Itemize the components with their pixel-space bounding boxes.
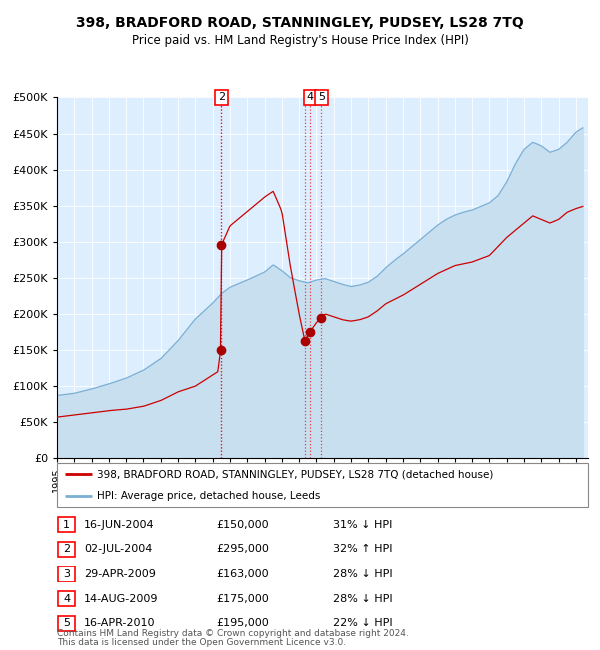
Text: £175,000: £175,000: [216, 593, 269, 604]
Text: 4: 4: [307, 92, 313, 103]
Text: 3: 3: [63, 569, 70, 579]
Text: 16-JUN-2004: 16-JUN-2004: [84, 519, 155, 530]
Text: 32% ↑ HPI: 32% ↑ HPI: [333, 544, 392, 554]
Text: 2: 2: [218, 92, 225, 103]
Text: 5: 5: [63, 618, 70, 629]
Text: 28% ↓ HPI: 28% ↓ HPI: [333, 593, 392, 604]
Text: Price paid vs. HM Land Registry's House Price Index (HPI): Price paid vs. HM Land Registry's House …: [131, 34, 469, 47]
Text: £163,000: £163,000: [216, 569, 269, 579]
Text: 398, BRADFORD ROAD, STANNINGLEY, PUDSEY, LS28 7TQ: 398, BRADFORD ROAD, STANNINGLEY, PUDSEY,…: [76, 16, 524, 31]
Text: £195,000: £195,000: [216, 618, 269, 629]
Text: 28% ↓ HPI: 28% ↓ HPI: [333, 569, 392, 579]
Text: 29-APR-2009: 29-APR-2009: [84, 569, 156, 579]
Text: 1: 1: [63, 519, 70, 530]
Text: 22% ↓ HPI: 22% ↓ HPI: [333, 618, 392, 629]
Text: HPI: Average price, detached house, Leeds: HPI: Average price, detached house, Leed…: [97, 491, 320, 500]
Text: 4: 4: [63, 593, 70, 604]
Text: Contains HM Land Registry data © Crown copyright and database right 2024.: Contains HM Land Registry data © Crown c…: [57, 629, 409, 638]
Text: £150,000: £150,000: [216, 519, 269, 530]
Text: 31% ↓ HPI: 31% ↓ HPI: [333, 519, 392, 530]
Text: 5: 5: [318, 92, 325, 103]
Text: 02-JUL-2004: 02-JUL-2004: [84, 544, 152, 554]
Text: 398, BRADFORD ROAD, STANNINGLEY, PUDSEY, LS28 7TQ (detached house): 398, BRADFORD ROAD, STANNINGLEY, PUDSEY,…: [97, 469, 493, 479]
Text: 16-APR-2010: 16-APR-2010: [84, 618, 155, 629]
Text: This data is licensed under the Open Government Licence v3.0.: This data is licensed under the Open Gov…: [57, 638, 346, 647]
Text: 14-AUG-2009: 14-AUG-2009: [84, 593, 158, 604]
Text: £295,000: £295,000: [216, 544, 269, 554]
Text: 2: 2: [63, 544, 70, 554]
